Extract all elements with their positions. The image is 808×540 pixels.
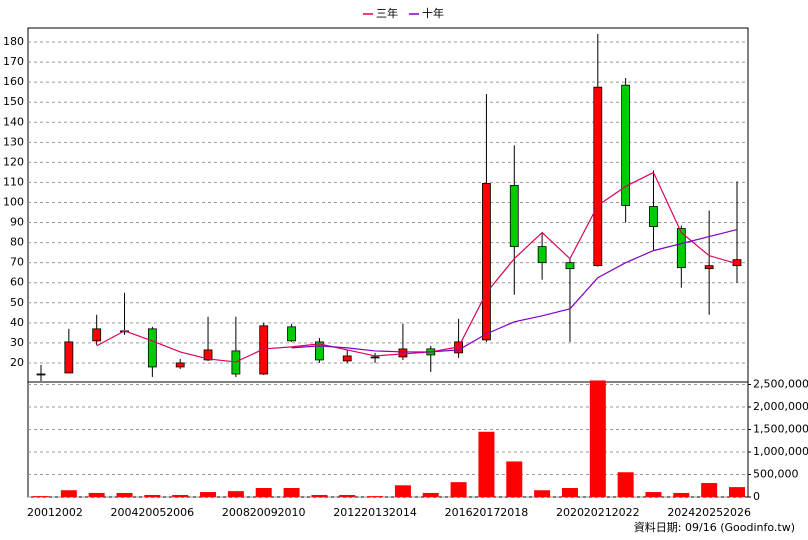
volume-bar — [617, 472, 634, 497]
volume-bar — [478, 431, 495, 497]
candle-body — [175, 362, 185, 368]
volume-bar — [255, 488, 272, 497]
y-tick-label: 60 — [10, 276, 24, 289]
candle-body — [203, 349, 213, 361]
y-tick-label: 160 — [3, 75, 24, 88]
volume-bar — [422, 492, 439, 497]
candle-body — [649, 206, 658, 227]
y-tick-label: 140 — [3, 115, 24, 128]
volume-bar — [172, 494, 189, 497]
legend-label: 三年 — [376, 6, 398, 20]
y-tick-label: 70 — [10, 256, 24, 269]
volume-bar — [589, 380, 606, 497]
volume-bar — [227, 491, 244, 497]
x-tick-label: 2002 — [55, 506, 83, 519]
y2-tick-label: 2,500,000 — [753, 378, 808, 391]
candle-body — [537, 246, 547, 264]
x-tick-label: 2021 — [584, 506, 612, 519]
volume-bar — [367, 496, 384, 497]
x-tick-label: 2017 — [472, 506, 500, 519]
y-tick-label: 20 — [10, 356, 24, 369]
y-tick-label: 180 — [3, 35, 24, 48]
x-tick-label: 2026 — [723, 506, 751, 519]
volume-bar — [116, 492, 133, 497]
candle-body — [147, 328, 157, 368]
volume-bar — [729, 487, 745, 497]
volume-bar — [339, 494, 356, 497]
x-tick-label: 2010 — [278, 506, 306, 519]
y-tick-label: 130 — [3, 135, 24, 148]
y-tick-label: 150 — [3, 95, 24, 108]
x-tick-label: 2018 — [500, 506, 528, 519]
y2-tick-label: 1,000,000 — [753, 445, 808, 458]
volume-bar — [534, 490, 551, 497]
candle-body — [342, 355, 352, 362]
candle-body — [92, 328, 102, 342]
y-tick-label: 80 — [10, 236, 24, 249]
note: 資料日期: 09/16 (Goodinfo.tw) — [634, 520, 795, 534]
y-tick-label: 120 — [3, 155, 24, 168]
x-tick-label: 2014 — [389, 506, 417, 519]
ma-line — [96, 171, 738, 363]
y-tick-label: 170 — [3, 55, 24, 68]
volume-bar — [394, 485, 411, 497]
x-tick-label: 2013 — [361, 506, 389, 519]
x-tick-label: 2016 — [445, 506, 473, 519]
y-tick-label: 40 — [10, 316, 24, 329]
volume-bar — [561, 488, 578, 497]
y2-tick-label: 1,500,000 — [753, 423, 808, 436]
y2-tick-label: 500,000 — [753, 468, 799, 481]
candle-body — [36, 373, 46, 376]
volume-bar — [701, 483, 718, 497]
x-tick-label: 2004 — [111, 506, 139, 519]
y2-tick-label: 0 — [753, 490, 760, 503]
candle-body — [398, 348, 408, 358]
candle-body — [314, 341, 324, 361]
y-tick-label: 50 — [10, 296, 24, 309]
x-tick-label: 2022 — [612, 506, 640, 519]
y-tick-label: 110 — [3, 175, 24, 188]
volume-bar — [200, 492, 217, 497]
x-tick-label: 2025 — [695, 506, 723, 519]
candle-body — [64, 341, 74, 374]
legend-label: 十年 — [422, 6, 444, 20]
volume-bar — [144, 494, 161, 497]
x-tick-label: 2024 — [667, 506, 695, 519]
x-tick-label: 2005 — [138, 506, 166, 519]
volume-bar — [88, 492, 105, 497]
volume-bar — [506, 461, 523, 497]
x-tick-label: 2006 — [166, 506, 194, 519]
candle-body — [370, 356, 380, 359]
candle-body — [676, 228, 686, 269]
candle-body — [621, 84, 631, 206]
candle-body — [565, 262, 575, 270]
candle-body — [482, 183, 491, 341]
x-tick-label: 2009 — [250, 506, 278, 519]
candle-body — [259, 325, 269, 375]
candle-body — [704, 265, 714, 270]
volume-bar — [311, 494, 328, 497]
volume-bar — [60, 490, 77, 497]
x-tick-label: 2001 — [27, 506, 55, 519]
y-tick-label: 100 — [3, 195, 24, 208]
volume-bar — [283, 488, 300, 497]
volume-bar — [645, 492, 662, 497]
y2-tick-label: 2,000,000 — [753, 400, 808, 413]
ma-line — [291, 228, 738, 353]
candle-body — [509, 185, 519, 248]
y-tick-label: 30 — [10, 336, 24, 349]
candle-body — [593, 86, 603, 267]
y-tick-label: 90 — [10, 216, 24, 229]
candle-body — [287, 326, 296, 342]
x-tick-label: 2008 — [222, 506, 250, 519]
volume-bar — [673, 492, 690, 497]
volume-bar — [450, 482, 467, 497]
x-tick-label: 2020 — [556, 506, 584, 519]
x-tick-label: 2012 — [333, 506, 361, 519]
volume-bar — [33, 496, 49, 497]
